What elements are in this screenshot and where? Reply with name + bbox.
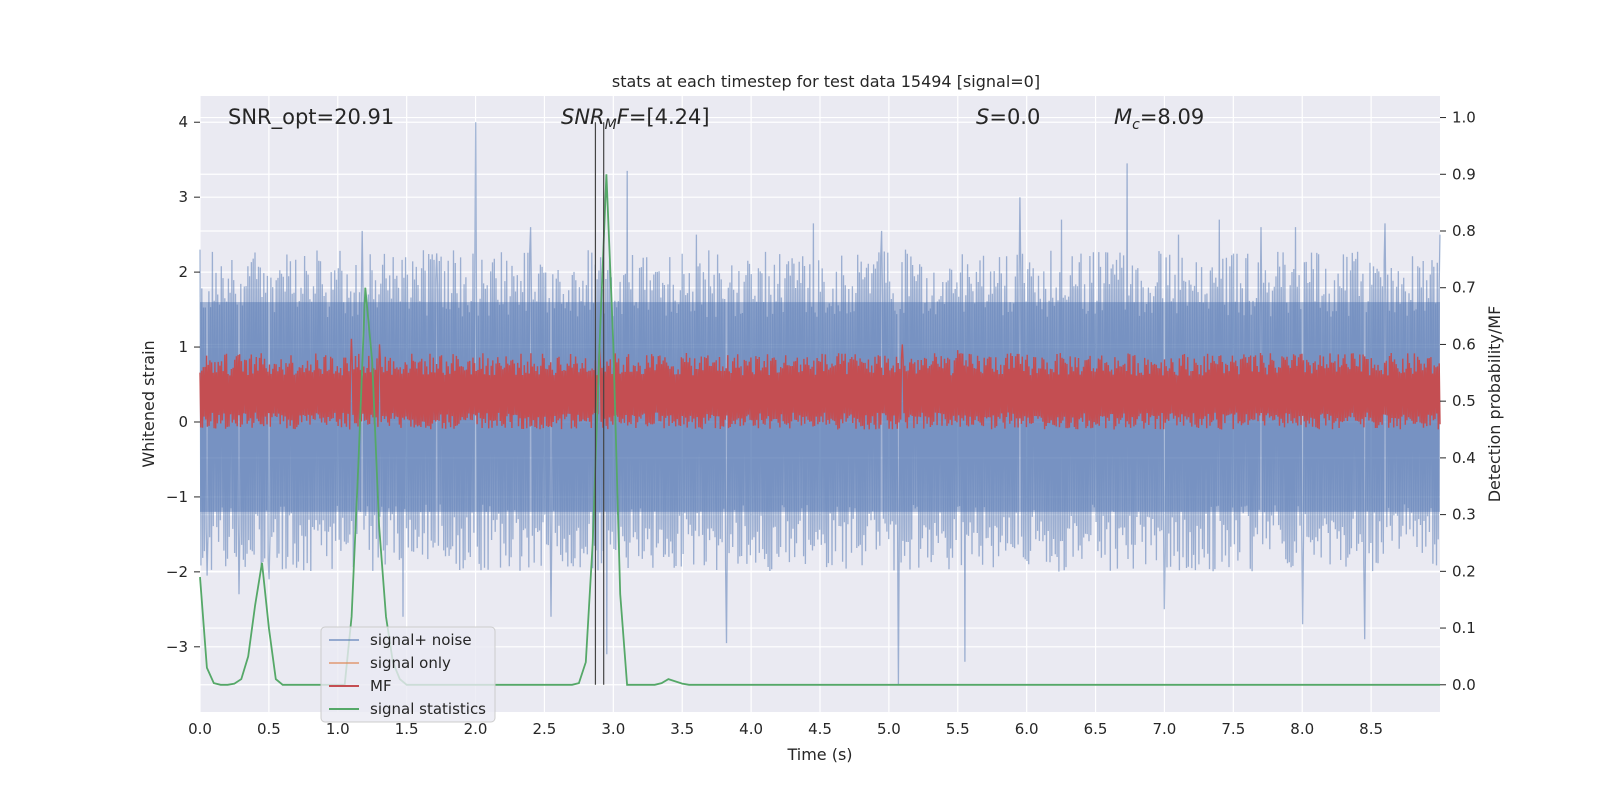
y-tick-left-label: 0	[178, 413, 188, 431]
legend-label-signal-noise: signal+ noise	[370, 631, 472, 649]
x-tick-label: 3.0	[601, 720, 625, 738]
legend-label-signal-statistics: signal statistics	[370, 700, 486, 718]
y-tick-right-label: 0.7	[1452, 279, 1476, 297]
series-signal-statistics	[199, 174, 1440, 686]
vertical-markers	[594, 122, 605, 685]
x-tick-label: 3.5	[670, 720, 694, 738]
x-tick-label: 5.5	[946, 720, 970, 738]
y-tick-left-label: 1	[178, 338, 188, 356]
x-axis-ticks: 0.0 0.5 1.0 1.5 2.0 2.5 3.0 3.5 4.0 4.5 5.0 5.5 6.0 6…	[188, 720, 1383, 738]
y-tick-right-label: 1.0	[1452, 109, 1476, 127]
y-axis-left-label: Whitened strain	[139, 340, 158, 467]
y-axis-right-ticks: 0.0 0.1 0.2 0.3 0.4 0.5 0.6 0.7 0.8 0.9 1.0	[1440, 109, 1476, 694]
legend: signal+ noise signal only MF signal stat…	[320, 626, 496, 723]
annotation-mc: Mc=8.09	[1114, 105, 1204, 133]
y-tick-right-label: 0.4	[1452, 449, 1476, 467]
chart-title: stats at each timestep for test data 154…	[612, 72, 1040, 91]
x-tick-label: 5.0	[877, 720, 901, 738]
x-tick-label: 4.0	[739, 720, 763, 738]
x-tick-label: 8.5	[1359, 720, 1383, 738]
y-tick-right-label: 0.5	[1452, 392, 1476, 410]
y-tick-left-label: 4	[178, 113, 188, 131]
legend-label-signal-only: signal only	[370, 654, 451, 672]
x-tick-label: 4.5	[808, 720, 832, 738]
signal-statistics-line	[199, 174, 1440, 686]
x-tick-label: 1.0	[326, 720, 350, 738]
x-tick-label: 7.0	[1153, 720, 1177, 738]
y-tick-left-label: 2	[178, 263, 188, 281]
y-tick-right-label: 0.2	[1452, 562, 1476, 580]
legend-box	[320, 626, 496, 723]
x-tick-label: 8.0	[1290, 720, 1314, 738]
y-tick-left-label: 3	[178, 188, 188, 206]
annotations: SNR_opt=20.91 SNRMF=[4.24] S=0.0 Mc=8.09	[228, 105, 1204, 133]
y-tick-left-label: −1	[166, 488, 188, 506]
series-mf	[199, 338, 1441, 430]
y-tick-right-label: 0.1	[1452, 619, 1476, 637]
y-tick-right-label: 0.0	[1452, 676, 1476, 694]
x-tick-label: 7.5	[1221, 720, 1245, 738]
legend-label-mf: MF	[370, 677, 392, 695]
y-axis-right-label: Detection probability/MF	[1485, 306, 1504, 503]
annotation-s: S=0.0	[976, 105, 1040, 129]
x-axis-label: Time (s)	[786, 745, 852, 764]
x-tick-label: 6.5	[1084, 720, 1108, 738]
annotation-snr-opt: SNR_opt=20.91	[228, 105, 394, 130]
x-tick-label: 0.5	[257, 720, 281, 738]
x-tick-label: 2.0	[464, 720, 488, 738]
y-axis-left-ticks: −3 −2 −1 0 1 2 3 4	[166, 113, 200, 656]
y-tick-right-label: 0.3	[1452, 506, 1476, 524]
y-tick-right-label: 0.9	[1452, 165, 1476, 183]
x-tick-label: 0.0	[188, 720, 212, 738]
x-tick-label: 2.5	[533, 720, 557, 738]
y-tick-left-label: −3	[166, 638, 188, 656]
y-tick-right-label: 0.8	[1452, 222, 1476, 240]
mf-line	[199, 338, 1441, 430]
y-tick-right-label: 0.6	[1452, 335, 1476, 353]
x-tick-label: 1.5	[395, 720, 419, 738]
x-tick-label: 6.0	[1015, 720, 1039, 738]
annotation-snr-mf: SNRMF=[4.24]	[561, 105, 710, 133]
y-tick-left-label: −2	[166, 563, 188, 581]
